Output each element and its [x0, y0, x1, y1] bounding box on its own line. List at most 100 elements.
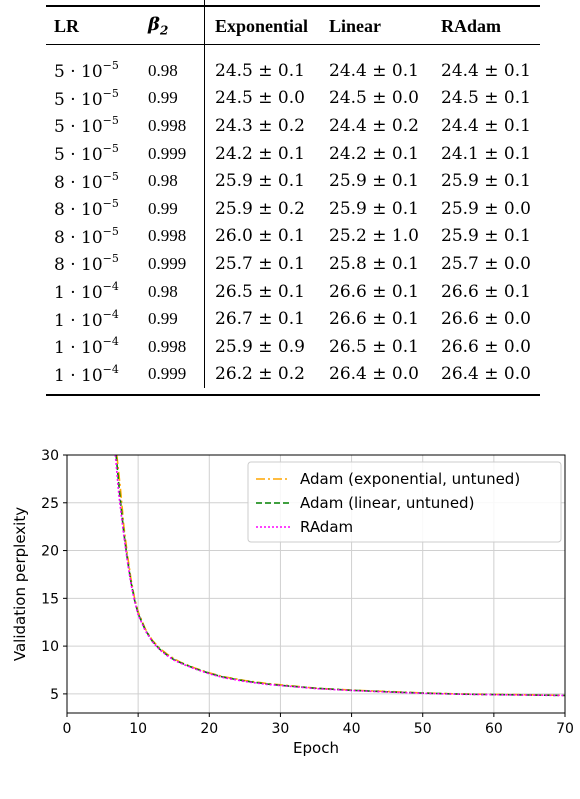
cell-lr: 8 · 10−5 — [54, 252, 119, 276]
cell-radam: 25.9 ± 0.1 — [441, 226, 531, 247]
cell-beta2: 0.999 — [148, 139, 205, 168]
cell-radam: 26.4 ± 0.0 — [441, 364, 531, 385]
header-beta2: β2 — [148, 0, 205, 45]
header-radam: RAdam — [441, 15, 502, 36]
cell-beta2: 0.98 — [148, 277, 205, 306]
x-tick-label: 0 — [63, 721, 72, 737]
cell-beta2: 0.99 — [148, 194, 205, 223]
cell-beta2: 0.998 — [148, 222, 205, 251]
results-table-container: LR β2 Exponential Linear RAdam 5 · 10−5 0… — [46, 0, 540, 397]
cell-exponential: 26.5 ± 0.1 — [215, 281, 305, 302]
table-row: 5 · 10−5 0.998 24.3 ± 0.2 24.4 ± 0.2 24.4 ± … — [46, 112, 540, 140]
table-row: 1 · 10−4 0.999 26.2 ± 0.2 26.4 ± 0.0 26.4 ± … — [46, 360, 540, 389]
y-tick-label: 15 — [41, 591, 59, 607]
cell-beta2: 0.999 — [148, 360, 205, 389]
table-row: 8 · 10−5 0.999 25.7 ± 0.1 25.8 ± 0.1 25.7 ± … — [46, 250, 540, 278]
cell-linear: 25.9 ± 0.1 — [329, 171, 419, 192]
header-lr: LR — [54, 15, 80, 36]
cell-lr: 8 · 10−5 — [54, 169, 119, 193]
y-axis-label: Validation perplexity — [11, 507, 29, 661]
cell-radam: 25.7 ± 0.0 — [441, 253, 531, 274]
x-tick-label: 40 — [343, 721, 361, 737]
plot-frame — [66, 454, 566, 714]
cell-exponential: 26.0 ± 0.1 — [215, 226, 305, 247]
legend-label: Adam (exponential, untuned) — [300, 470, 520, 488]
cell-beta2: 0.98 — [148, 44, 205, 85]
cell-lr: 5 · 10−5 — [54, 142, 119, 166]
y-tick-label: 30 — [41, 448, 59, 464]
cell-radam: 24.5 ± 0.1 — [441, 88, 531, 109]
cell-radam: 26.6 ± 0.0 — [441, 309, 531, 330]
cell-beta2: 0.998 — [148, 112, 205, 140]
cell-radam: 25.9 ± 0.0 — [441, 198, 531, 219]
cell-exponential: 25.9 ± 0.9 — [215, 336, 305, 357]
cell-linear: 25.9 ± 0.1 — [329, 198, 419, 219]
legend-label: Adam (linear, untuned) — [300, 494, 474, 512]
cell-beta2: 0.99 — [148, 305, 205, 333]
table-row: 8 · 10−5 0.98 25.9 ± 0.1 25.9 ± 0.1 25.9 ± 0… — [46, 167, 540, 195]
cell-beta2: 0.998 — [148, 332, 205, 361]
cell-exponential: 24.3 ± 0.2 — [215, 115, 305, 136]
cell-linear: 26.5 ± 0.1 — [329, 336, 419, 357]
cell-lr: 1 · 10−4 — [54, 335, 119, 359]
cell-exponential: 25.7 ± 0.1 — [215, 253, 305, 274]
header-exponential: Exponential — [215, 15, 309, 36]
legend-label: RAdam — [300, 518, 353, 536]
cell-linear: 24.4 ± 0.2 — [329, 115, 419, 136]
table-row: 1 · 10−4 0.99 26.7 ± 0.1 26.6 ± 0.1 26.6 ± 0… — [46, 305, 540, 333]
table-top-rule — [46, 5, 540, 7]
cell-lr: 1 · 10−4 — [54, 280, 119, 304]
table-bottom-rule — [46, 394, 540, 397]
header-linear: Linear — [329, 15, 381, 36]
table-row: 5 · 10−5 0.98 24.5 ± 0.1 24.4 ± 0.1 24.4 ± 0… — [46, 44, 540, 85]
legend-box — [247, 461, 562, 543]
cell-exponential: 26.2 ± 0.2 — [215, 364, 305, 385]
chart-legend: Adam (exponential, untuned) Adam (linear,… — [247, 461, 562, 543]
x-tick-label: 70 — [556, 721, 574, 737]
x-axis-label: Epoch — [293, 739, 339, 757]
cell-linear: 26.4 ± 0.0 — [329, 364, 419, 385]
x-tick-label: 20 — [200, 721, 218, 737]
y-tick-label: 10 — [41, 639, 59, 655]
results-table: LR β2 Exponential Linear RAdam 5 · 10−5 0… — [46, 0, 540, 389]
table-row: 8 · 10−5 0.998 26.0 ± 0.1 25.2 ± 1.0 25.9 ± … — [46, 222, 540, 251]
cell-beta2: 0.999 — [148, 250, 205, 278]
cell-lr: 5 · 10−5 — [54, 86, 119, 110]
cell-linear: 24.4 ± 0.1 — [329, 60, 419, 81]
cell-beta2: 0.98 — [148, 167, 205, 195]
y-tick-label: 5 — [50, 687, 59, 703]
cell-exponential: 24.5 ± 0.0 — [215, 88, 305, 109]
cell-lr: 8 · 10−5 — [54, 197, 119, 221]
cell-linear: 25.8 ± 0.1 — [329, 253, 419, 274]
cell-lr: 1 · 10−4 — [54, 362, 119, 386]
cell-lr: 5 · 10−5 — [54, 114, 119, 138]
chart-ticks: 0 10 20 30 40 50 60 70 5 10 15 20 25 30 — [41, 448, 574, 737]
table-body: 5 · 10−5 0.98 24.5 ± 0.1 24.4 ± 0.1 24.4 ± 0… — [46, 44, 540, 389]
chart-series — [114, 455, 565, 697]
table-row: 5 · 10−5 0.99 24.5 ± 0.0 24.5 ± 0.0 24.5 ± 0… — [46, 84, 540, 113]
table-row: 1 · 10−4 0.998 25.9 ± 0.9 26.5 ± 0.1 26.6 ± … — [46, 332, 540, 361]
table-row: 8 · 10−5 0.99 25.9 ± 0.2 25.9 ± 0.1 25.9 ± 0… — [46, 194, 540, 223]
table-header-row: LR β2 Exponential Linear RAdam — [46, 0, 540, 45]
cell-exponential: 24.2 ± 0.1 — [215, 143, 305, 164]
table-row: 5 · 10−5 0.999 24.2 ± 0.1 24.2 ± 0.1 24.1 ± … — [46, 139, 540, 168]
cell-radam: 24.4 ± 0.1 — [441, 60, 531, 81]
cell-exponential: 25.9 ± 0.2 — [215, 198, 305, 219]
y-tick-label: 25 — [41, 496, 59, 512]
x-tick-label: 60 — [485, 721, 503, 737]
y-tick-label: 20 — [41, 544, 59, 560]
table-row: 1 · 10−4 0.98 26.5 ± 0.1 26.6 ± 0.1 26.6 ± 0… — [46, 277, 540, 306]
cell-beta2: 0.99 — [148, 84, 205, 113]
cell-radam: 25.9 ± 0.1 — [441, 171, 531, 192]
cell-radam: 24.1 ± 0.1 — [441, 143, 531, 164]
cell-radam: 24.4 ± 0.1 — [441, 115, 531, 136]
x-tick-label: 50 — [414, 721, 432, 737]
cell-exponential: 26.7 ± 0.1 — [215, 309, 305, 330]
cell-linear: 24.2 ± 0.1 — [329, 143, 419, 164]
cell-radam: 26.6 ± 0.0 — [441, 336, 531, 357]
series-line — [114, 455, 565, 697]
cell-radam: 26.6 ± 0.1 — [441, 281, 531, 302]
cell-linear: 26.6 ± 0.1 — [329, 309, 419, 330]
cell-linear: 25.2 ± 1.0 — [329, 226, 419, 247]
cell-lr: 5 · 10−5 — [54, 59, 119, 83]
